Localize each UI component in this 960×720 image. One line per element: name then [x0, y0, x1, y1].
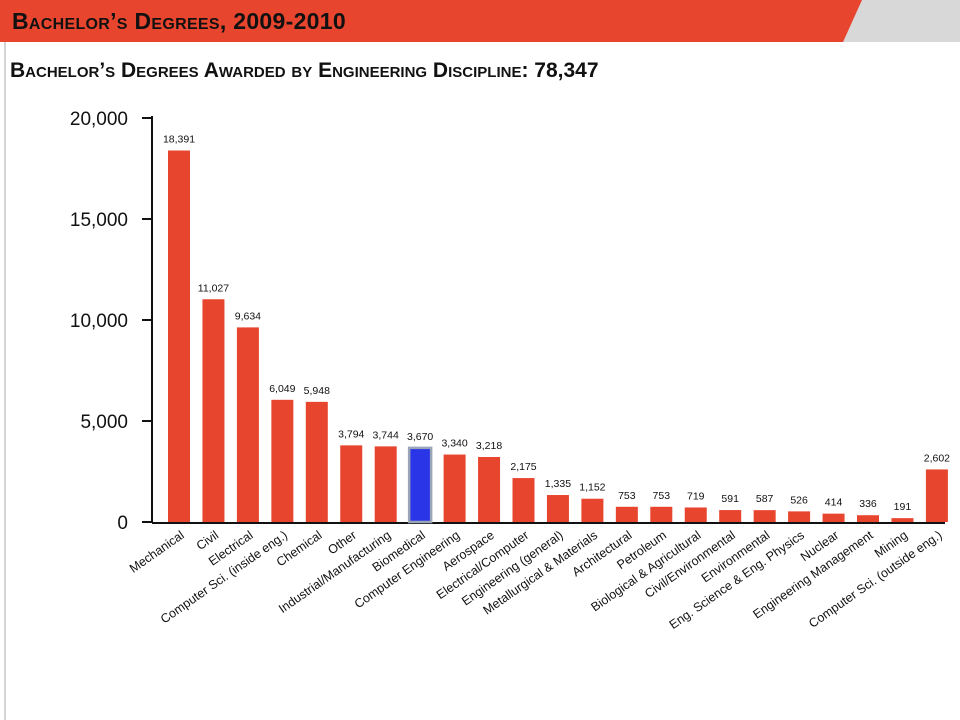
value-label: 9,634: [235, 310, 261, 322]
bar: [271, 399, 294, 522]
bar: [340, 445, 363, 522]
value-label: 336: [859, 498, 877, 510]
bar: [650, 506, 673, 522]
bar: [581, 498, 604, 522]
bar: [236, 327, 259, 522]
value-label: 1,335: [545, 478, 571, 490]
value-label: 1,152: [579, 482, 605, 494]
value-label: 753: [653, 490, 671, 502]
bar: [478, 456, 501, 522]
bar: [925, 469, 948, 522]
title-banner: [0, 0, 862, 42]
value-label: 191: [894, 501, 912, 513]
value-label: 719: [687, 490, 705, 502]
value-label: 753: [618, 490, 636, 502]
bar: [719, 510, 742, 522]
bar: [546, 495, 569, 522]
slide-title: Bachelor’s Degrees, 2009-2010: [12, 8, 346, 34]
value-label: 3,794: [338, 428, 364, 440]
bar: [788, 511, 811, 522]
bar: [443, 454, 466, 522]
bar: [407, 446, 433, 524]
chart-title: Bachelor’s Degrees Awarded by Engineerin…: [10, 59, 599, 82]
y-tick-label: 10,000: [70, 311, 128, 332]
value-label: 18,391: [163, 134, 195, 146]
y-tick-label: 20,000: [70, 109, 128, 130]
value-label: 3,218: [476, 440, 502, 452]
bar: [202, 299, 225, 522]
value-label: 5,948: [304, 385, 330, 397]
bar: [374, 446, 397, 522]
bar: [753, 510, 776, 522]
y-tick-label: 0: [117, 513, 128, 534]
value-label: 3,340: [441, 438, 467, 450]
value-label: 6,049: [269, 383, 295, 395]
value-label: 587: [756, 493, 774, 505]
bar: [857, 515, 879, 522]
value-label: 2,175: [510, 461, 536, 473]
value-label: 591: [721, 493, 739, 505]
left-divider: [4, 42, 6, 720]
value-label: 2,602: [924, 452, 950, 464]
bar: [305, 401, 328, 522]
bar: [168, 150, 190, 522]
category-label: Mechanical: [127, 528, 187, 576]
bar: [822, 513, 845, 522]
bar: [684, 507, 707, 522]
value-label: 3,670: [407, 431, 433, 443]
y-tick-label: 5,000: [80, 412, 128, 433]
y-tick-label: 15,000: [70, 210, 128, 231]
value-label: 526: [790, 494, 808, 506]
bar: [891, 518, 914, 522]
value-label: 11,027: [198, 282, 229, 294]
value-label: 414: [825, 497, 843, 509]
bar: [615, 506, 638, 522]
value-label: 3,744: [373, 429, 399, 441]
bar: [512, 478, 535, 522]
